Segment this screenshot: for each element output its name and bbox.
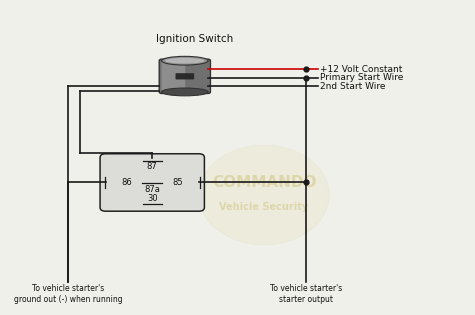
Text: +12 Volt Constant: +12 Volt Constant [320,65,402,74]
FancyBboxPatch shape [159,59,210,94]
Text: 86: 86 [121,178,132,187]
Ellipse shape [162,56,208,65]
Text: Vehicle Security: Vehicle Security [219,203,309,212]
FancyBboxPatch shape [100,154,204,211]
Text: COMMANDO: COMMANDO [212,175,316,190]
Ellipse shape [165,58,205,64]
Ellipse shape [199,145,329,245]
Ellipse shape [162,88,208,96]
Text: 2nd Start Wire: 2nd Start Wire [320,82,385,91]
FancyBboxPatch shape [176,73,194,79]
Text: 87a: 87a [144,185,160,194]
Text: To vehicle starter's
starter output: To vehicle starter's starter output [270,284,342,304]
Text: Primary Start Wire: Primary Start Wire [320,73,403,83]
Text: To vehicle starter's
ground out (-) when running: To vehicle starter's ground out (-) when… [14,284,123,304]
Text: 87: 87 [147,162,158,171]
Text: Ignition Switch: Ignition Switch [155,33,233,43]
FancyBboxPatch shape [162,61,185,91]
Text: 85: 85 [172,178,183,187]
Text: 30: 30 [147,194,158,203]
